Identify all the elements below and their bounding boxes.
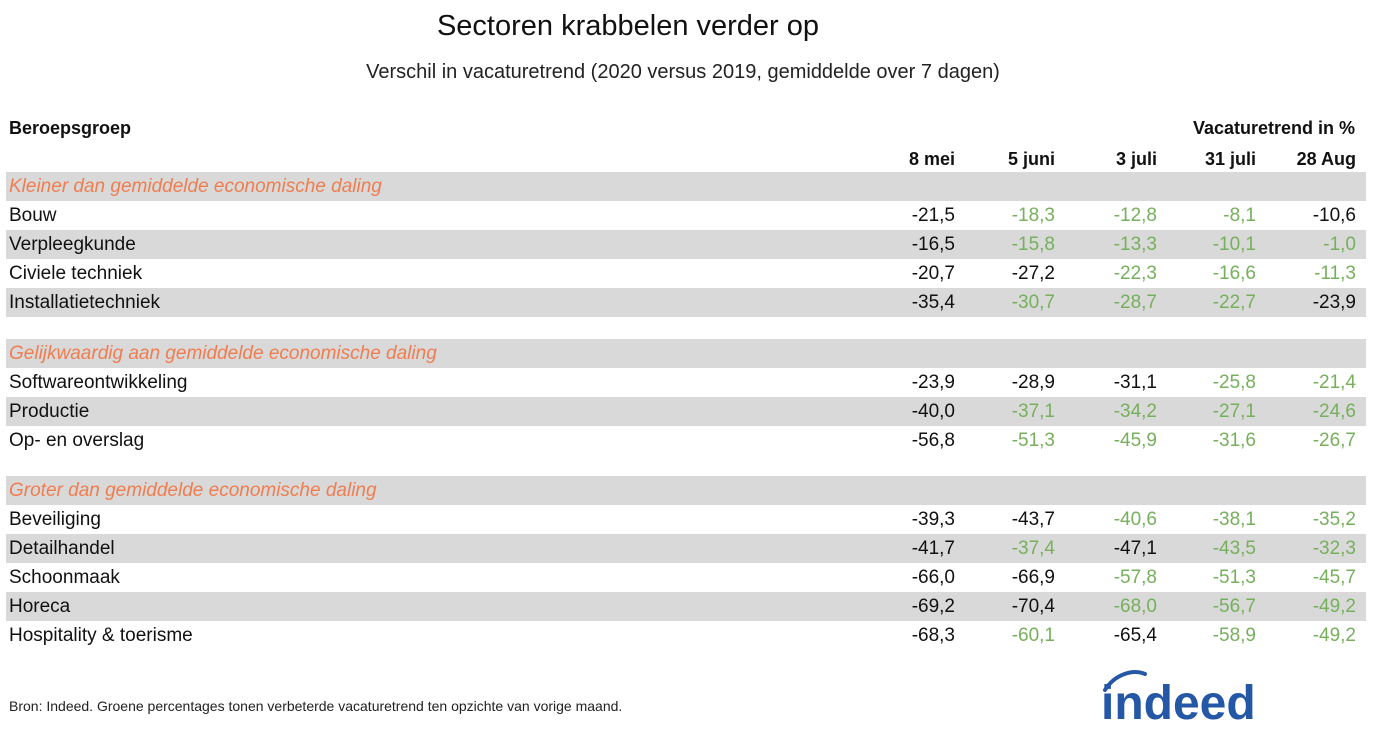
table-cell: -65,4 xyxy=(1113,625,1157,646)
table-cell: -70,4 xyxy=(1011,596,1055,617)
section-band xyxy=(6,476,1366,505)
table-cell: -43,5 xyxy=(1212,538,1256,559)
row-label: Civiele techniek xyxy=(9,263,143,284)
table-cell: -66,9 xyxy=(1011,567,1055,588)
section-label: Gelijkwaardig aan gemiddelde economische… xyxy=(9,343,437,364)
table-cell: -28,9 xyxy=(1011,372,1055,393)
table-cell: -49,2 xyxy=(1312,625,1356,646)
row-label: Softwareontwikkeling xyxy=(9,372,188,393)
table-cell: -58,9 xyxy=(1212,625,1256,646)
column-header: 28 Aug xyxy=(1296,149,1356,169)
logo-swoosh xyxy=(1103,670,1147,692)
table-cell: -45,7 xyxy=(1312,567,1356,588)
section-band xyxy=(6,339,1366,368)
table-cell: -47,1 xyxy=(1113,538,1157,559)
row-header: Beroepsgroep xyxy=(9,118,132,138)
table-cell: -18,3 xyxy=(1011,205,1055,226)
table-cell: -13,3 xyxy=(1113,234,1157,255)
row-label: Beveiliging xyxy=(9,509,101,530)
row-label: Hospitality & toerisme xyxy=(9,625,193,646)
table-cell: -27,1 xyxy=(1212,401,1256,422)
table-cell: -41,7 xyxy=(911,538,955,559)
table-cell: -22,3 xyxy=(1113,263,1157,284)
row-label: Bouw xyxy=(9,205,57,226)
table-cell: -69,2 xyxy=(911,596,955,617)
table-cell: -60,1 xyxy=(1011,625,1055,646)
column-header: 3 juli xyxy=(1115,149,1157,169)
table-cell: -37,4 xyxy=(1011,538,1055,559)
table-cell: -40,6 xyxy=(1113,509,1157,530)
table-cell: -40,0 xyxy=(911,401,955,422)
row-label: Schoonmaak xyxy=(9,567,120,588)
column-header: 31 juli xyxy=(1204,149,1256,169)
table-cell: -16,5 xyxy=(911,234,955,255)
section-label: Kleiner dan gemiddelde economische dalin… xyxy=(9,176,382,197)
row-band xyxy=(6,534,1366,563)
table-cell: -37,1 xyxy=(1011,401,1055,422)
table-cell: -21,5 xyxy=(911,205,955,226)
column-header: 5 juni xyxy=(1007,149,1055,169)
row-label: Horeca xyxy=(9,596,71,617)
table-cell: -25,8 xyxy=(1212,372,1256,393)
indeed-logo: indeed xyxy=(1101,670,1256,728)
table-cell: -56,7 xyxy=(1212,596,1256,617)
table-cell: -22,7 xyxy=(1212,292,1256,313)
table-cell: -23,9 xyxy=(1312,292,1356,313)
row-band xyxy=(6,230,1366,259)
table-cell: -21,4 xyxy=(1312,372,1356,393)
table-cell: -68,0 xyxy=(1113,596,1157,617)
table-cell: -34,2 xyxy=(1113,401,1157,422)
table-cell: -39,3 xyxy=(911,509,955,530)
row-label: Productie xyxy=(9,401,90,422)
source-note: Bron: Indeed. Groene percentages tonen v… xyxy=(9,698,623,714)
table-cell: -15,8 xyxy=(1011,234,1055,255)
table-cell: -11,3 xyxy=(1314,263,1356,284)
table-cell: -66,0 xyxy=(911,567,955,588)
row-band xyxy=(6,592,1366,621)
column-header: 8 mei xyxy=(908,149,955,169)
table-cell: -35,4 xyxy=(911,292,955,313)
section-label: Groter dan gemiddelde economische daling xyxy=(9,480,377,501)
table-cell: -26,7 xyxy=(1312,430,1356,451)
row-label: Detailhandel xyxy=(9,538,115,559)
table-cell: -68,3 xyxy=(911,625,955,646)
row-band xyxy=(6,288,1366,317)
table-cell: -38,1 xyxy=(1212,509,1256,530)
value-header: Vacaturetrend in % xyxy=(1192,118,1355,138)
table-cell: -32,3 xyxy=(1312,538,1356,559)
table-cell: -51,3 xyxy=(1011,430,1055,451)
table-cell: -23,9 xyxy=(911,372,955,393)
row-band xyxy=(6,397,1366,426)
table-cell: -8,1 xyxy=(1223,205,1256,226)
table-cell: -30,7 xyxy=(1011,292,1055,313)
row-label: Verpleegkunde xyxy=(9,234,136,255)
table-cell: -20,7 xyxy=(911,263,955,284)
table-cell: -56,8 xyxy=(911,430,955,451)
chart-subtitle: Verschil in vacaturetrend (2020 versus 2… xyxy=(366,61,1000,83)
table-cell: -12,8 xyxy=(1113,205,1157,226)
logo-wordmark: indeed xyxy=(1101,677,1256,728)
table-cell: -24,6 xyxy=(1312,401,1356,422)
table-cell: -16,6 xyxy=(1212,263,1256,284)
table-cell: -10,1 xyxy=(1212,234,1256,255)
table-cell: -49,2 xyxy=(1312,596,1356,617)
table-cell: -51,3 xyxy=(1212,567,1256,588)
table-cell: -31,6 xyxy=(1212,430,1256,451)
table-cell: -27,2 xyxy=(1011,263,1055,284)
table-cell: -57,8 xyxy=(1113,567,1157,588)
section-band xyxy=(6,172,1366,201)
table-cell: -43,7 xyxy=(1011,509,1055,530)
table-cell: -10,6 xyxy=(1312,205,1356,226)
table-cell: -35,2 xyxy=(1312,509,1356,530)
table-cell: -28,7 xyxy=(1113,292,1157,313)
row-label: Installatietechniek xyxy=(9,292,161,313)
row-label: Op- en overslag xyxy=(9,430,145,451)
chart-title: Sectoren krabbelen verder op xyxy=(436,10,820,42)
table-cell: -1,0 xyxy=(1323,234,1356,255)
table-cell: -31,1 xyxy=(1113,372,1157,393)
table-cell: -45,9 xyxy=(1113,430,1157,451)
